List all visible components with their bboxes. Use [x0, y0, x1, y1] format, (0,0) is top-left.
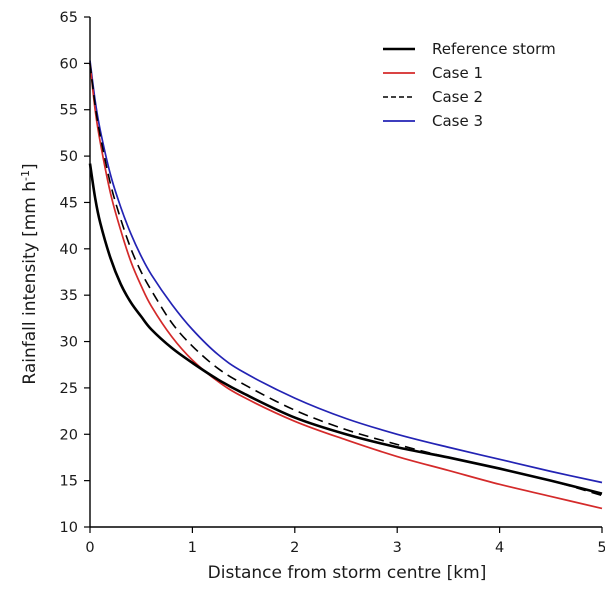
x-tick-label: 4 — [495, 540, 504, 556]
series-line-case-3 — [89, 60, 603, 484]
y-axis-title-main: Rainfall intensity [mm h — [20, 181, 40, 385]
x-tick-label: 2 — [290, 540, 299, 556]
y-tick-label: 50 — [60, 149, 78, 165]
y-axis-title: Rainfall intensity [mm h-1] — [19, 163, 41, 384]
series-layer — [88, 60, 603, 510]
legend-label-case-3: Case 3 — [432, 112, 483, 130]
y-tick-label: 55 — [60, 103, 78, 119]
y-tick-label: 35 — [60, 288, 78, 304]
series-line-reference-storm — [88, 163, 603, 495]
y-tick-label: 30 — [60, 335, 78, 351]
y-tick-label: 65 — [60, 10, 78, 26]
x-tick-label: 0 — [85, 540, 94, 556]
x-tick-label: 3 — [393, 540, 402, 556]
x-tick-label: 1 — [188, 540, 197, 556]
series-line-case-1 — [89, 63, 603, 510]
y-tick-label: 60 — [60, 56, 78, 72]
series-line-case-2 — [89, 63, 603, 497]
x-axis-title: Distance from storm centre [km] — [208, 563, 487, 583]
axes — [84, 16, 603, 533]
y-tick-label: 15 — [60, 474, 78, 490]
y-tick-label: 25 — [60, 381, 78, 397]
y-tick-label: 10 — [60, 520, 78, 536]
y-tick-label: 40 — [60, 242, 78, 258]
x-tick-label: 5 — [597, 540, 605, 556]
legend-label-reference-storm: Reference storm — [432, 40, 556, 58]
legend-label-case-1: Case 1 — [432, 64, 483, 82]
y-axis-title-end: ] — [20, 163, 40, 170]
y-axis-title-superscript: -1 — [19, 170, 32, 181]
y-tick-label: 45 — [60, 195, 78, 211]
legend: Reference storm Case 1 Case 2 Case 3 — [383, 40, 556, 130]
y-tick-label: 20 — [60, 427, 78, 443]
legend-label-case-2: Case 2 — [432, 88, 483, 106]
